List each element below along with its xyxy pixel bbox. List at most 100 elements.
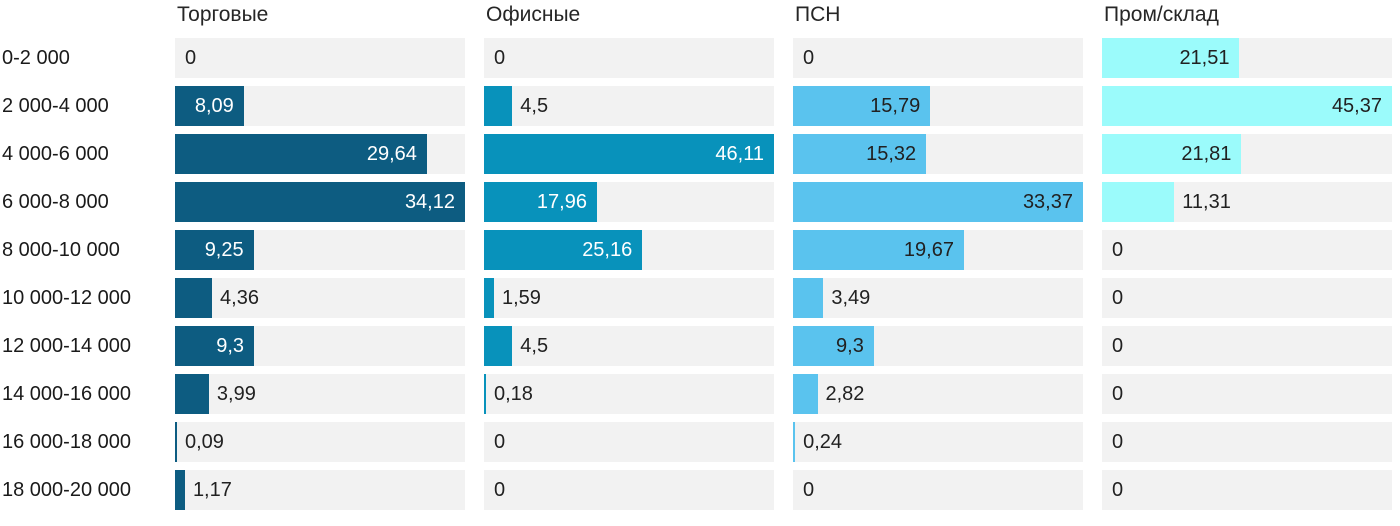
row-label: 8 000-10 000	[2, 238, 120, 261]
row-label: 4 000-6 000	[2, 142, 109, 165]
value-label: 11,31	[1182, 190, 1231, 213]
value-label: 34,12	[404, 190, 455, 213]
value-label: 0	[803, 478, 815, 501]
row-label: 14 000-16 000	[2, 382, 132, 405]
bar	[793, 86, 931, 126]
row-label: 2 000-4 000	[2, 94, 109, 117]
value-label: 8,09	[194, 94, 234, 117]
row-label: 18 000-20 000	[2, 478, 132, 501]
value-label: 17,96	[536, 190, 587, 213]
value-label: 1,59	[502, 286, 541, 309]
bar-cell: 15,79	[793, 86, 1083, 126]
bar-cell: 4,36	[175, 278, 465, 318]
value-label: 0,24	[803, 430, 843, 453]
bar-cell: 3,99	[175, 374, 465, 414]
bar	[793, 182, 1083, 222]
bar-cell: 1,17	[175, 470, 465, 510]
bar-cell: 17,96	[484, 182, 774, 222]
value-label: 2,82	[825, 382, 865, 405]
bar-cell: 9,3	[175, 326, 465, 366]
value-label: 0	[1112, 478, 1124, 501]
bar	[793, 134, 927, 174]
bar-cell: 19,67	[793, 230, 1083, 270]
row-label: 10 000-12 000	[2, 286, 132, 309]
value-label: 21,81	[1181, 142, 1232, 165]
value-label: 4,5	[520, 94, 549, 117]
value-label: 15,32	[866, 142, 917, 165]
bar-cell: 0	[175, 38, 465, 78]
value-label: 0	[494, 430, 506, 453]
bar	[1102, 38, 1240, 78]
bar-cell: 0	[793, 470, 1083, 510]
value-label: 21,51	[1179, 46, 1230, 69]
bar	[175, 278, 213, 318]
bar-cell: 45,37	[1102, 86, 1392, 126]
bar-cell: 46,11	[484, 134, 774, 174]
bar-cell: 34,12	[175, 182, 465, 222]
bar	[484, 134, 774, 174]
bar-cell: 11,31	[1102, 182, 1392, 222]
bar-cell: 0,24	[793, 422, 1083, 462]
bar-cell: 0	[1102, 422, 1392, 462]
bar-cell: 0	[484, 470, 774, 510]
column-header-torgovye: Торговые	[177, 3, 269, 26]
bar-cell: 21,81	[1102, 134, 1392, 174]
value-label: 0	[1112, 238, 1124, 261]
value-label: 3,49	[831, 286, 871, 309]
value-label: 15,79	[870, 94, 921, 117]
value-label: 0,18	[494, 382, 533, 405]
bar	[793, 374, 818, 414]
value-label: 19,67	[903, 238, 954, 261]
bar-cell: 9,25	[175, 230, 465, 270]
bar-cell: 15,32	[793, 134, 1083, 174]
bar-cell: 0	[1102, 470, 1392, 510]
row-label: 0-2 000	[2, 46, 70, 69]
bar-cell: 3,49	[793, 278, 1083, 318]
bar-cell: 0	[1102, 374, 1392, 414]
column-header-psn: ПСН	[795, 3, 841, 26]
value-label: 0,09	[185, 430, 224, 453]
bar-cell: 2,82	[793, 374, 1083, 414]
value-label: 46,11	[715, 142, 764, 165]
bar-cell: 0	[484, 38, 774, 78]
bar-cell: 9,3	[793, 326, 1083, 366]
value-label: 0	[185, 46, 197, 69]
value-label: 29,64	[366, 142, 417, 165]
row-label: 16 000-18 000	[2, 430, 132, 453]
bar	[175, 86, 244, 126]
bar-cell: 0	[1102, 326, 1392, 366]
bar-cell: 0	[484, 422, 774, 462]
bar	[1102, 86, 1392, 126]
bar	[793, 278, 824, 318]
value-label: 0	[1112, 382, 1124, 405]
value-label: 9,25	[204, 238, 244, 261]
bar-cell: 0	[1102, 230, 1392, 270]
value-label: 9,3	[836, 334, 864, 357]
bar	[793, 422, 796, 462]
value-label: 0	[494, 46, 506, 69]
bar	[484, 182, 597, 222]
value-label: 33,37	[1022, 190, 1073, 213]
bar	[793, 230, 964, 270]
bar	[484, 86, 513, 126]
value-label: 25,16	[582, 238, 633, 261]
value-label: 9,3	[216, 334, 245, 357]
value-label: 45,37	[1331, 94, 1382, 117]
bar	[484, 278, 494, 318]
bar-cell: 25,16	[484, 230, 774, 270]
bar-cell: 0,18	[484, 374, 774, 414]
row-label: 6 000-8 000	[2, 190, 109, 213]
value-label: 0	[803, 46, 815, 69]
bar	[175, 182, 465, 222]
column-header-prom-sklad: Пром/склад	[1104, 3, 1219, 26]
bar-cell: 1,59	[484, 278, 774, 318]
value-label: 3,99	[216, 382, 256, 405]
value-label: 0	[1112, 286, 1124, 309]
bar	[1102, 134, 1242, 174]
bar-cell: 4,5	[484, 326, 774, 366]
value-label: 0	[1112, 334, 1124, 357]
bar-cell: 29,64	[175, 134, 465, 174]
bar	[484, 326, 513, 366]
bar-cell: 21,51	[1102, 38, 1392, 78]
bar-cell: 0	[793, 38, 1083, 78]
